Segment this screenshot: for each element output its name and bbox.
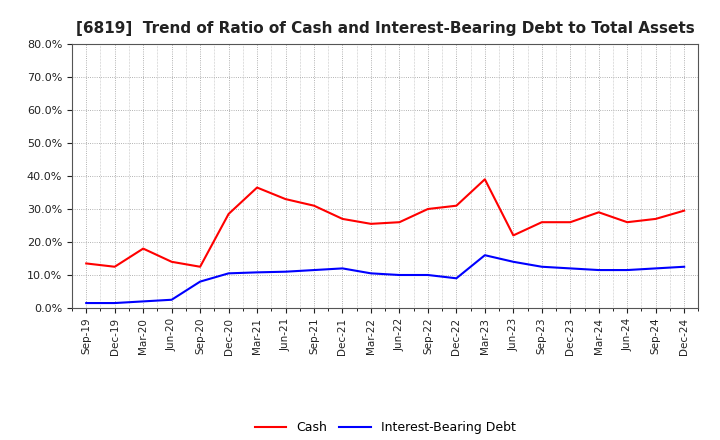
Interest-Bearing Debt xyxy=(537,264,546,269)
Interest-Bearing Debt xyxy=(110,301,119,306)
Legend: Cash, Interest-Bearing Debt: Cash, Interest-Bearing Debt xyxy=(250,416,521,439)
Interest-Bearing Debt xyxy=(652,266,660,271)
Cash xyxy=(338,216,347,221)
Interest-Bearing Debt xyxy=(452,275,461,281)
Interest-Bearing Debt xyxy=(480,253,489,258)
Cash xyxy=(366,221,375,227)
Cash xyxy=(509,233,518,238)
Cash xyxy=(595,210,603,215)
Cash xyxy=(537,220,546,225)
Cash xyxy=(395,220,404,225)
Cash xyxy=(196,264,204,269)
Interest-Bearing Debt xyxy=(196,279,204,284)
Interest-Bearing Debt xyxy=(167,297,176,302)
Interest-Bearing Debt xyxy=(366,271,375,276)
Interest-Bearing Debt xyxy=(225,271,233,276)
Interest-Bearing Debt xyxy=(423,272,432,278)
Interest-Bearing Debt xyxy=(566,266,575,271)
Cash xyxy=(82,261,91,266)
Cash xyxy=(652,216,660,221)
Cash xyxy=(623,220,631,225)
Cash xyxy=(480,176,489,182)
Line: Interest-Bearing Debt: Interest-Bearing Debt xyxy=(86,255,684,303)
Cash xyxy=(225,211,233,216)
Cash xyxy=(253,185,261,190)
Title: [6819]  Trend of Ratio of Cash and Interest-Bearing Debt to Total Assets: [6819] Trend of Ratio of Cash and Intere… xyxy=(76,21,695,36)
Interest-Bearing Debt xyxy=(338,266,347,271)
Interest-Bearing Debt xyxy=(282,269,290,275)
Interest-Bearing Debt xyxy=(310,268,318,273)
Cash xyxy=(423,206,432,212)
Interest-Bearing Debt xyxy=(82,301,91,306)
Cash xyxy=(139,246,148,251)
Interest-Bearing Debt xyxy=(509,259,518,264)
Interest-Bearing Debt xyxy=(395,272,404,278)
Cash xyxy=(282,196,290,202)
Cash xyxy=(167,259,176,264)
Cash xyxy=(566,220,575,225)
Cash xyxy=(680,208,688,213)
Cash xyxy=(452,203,461,209)
Interest-Bearing Debt xyxy=(623,268,631,273)
Interest-Bearing Debt xyxy=(680,264,688,269)
Interest-Bearing Debt xyxy=(253,270,261,275)
Line: Cash: Cash xyxy=(86,180,684,267)
Interest-Bearing Debt xyxy=(595,268,603,273)
Cash xyxy=(110,264,119,269)
Interest-Bearing Debt xyxy=(139,299,148,304)
Cash xyxy=(310,203,318,209)
